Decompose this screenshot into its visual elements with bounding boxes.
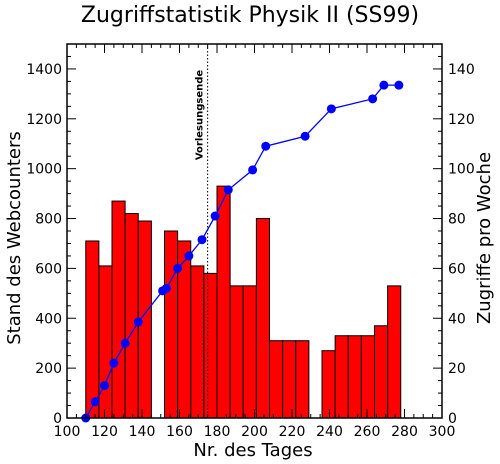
y2-axis-label: Zugriffe pro Woche (474, 152, 495, 324)
x-tick-label: 140 (129, 424, 156, 440)
x-tick-label: 220 (279, 424, 306, 440)
bar (360, 335, 375, 419)
y-tick-label: 600 (35, 261, 62, 277)
bar (98, 265, 113, 419)
data-point (368, 94, 378, 104)
x-tick-label: 120 (91, 424, 118, 440)
x-axis-label: Nr. des Tages (193, 440, 312, 461)
y-axis-right: 0 20 40 60 80 100 120 140 (433, 55, 475, 427)
x-tick-label: 240 (316, 424, 343, 440)
y2-tick-label: 120 (448, 112, 475, 128)
bar (216, 185, 231, 419)
x-tick-label: 200 (241, 424, 268, 440)
y2-tick-label: 40 (448, 311, 466, 327)
y2-tick-label: 140 (448, 62, 475, 78)
bar (111, 200, 126, 419)
y2-tick-label: 80 (448, 212, 466, 228)
data-point (300, 131, 310, 141)
chart-title: Zugriffstatistik Physik II (SS99) (81, 3, 419, 28)
bar (124, 213, 139, 419)
y2-tick-label: 0 (448, 411, 457, 427)
data-point (394, 80, 404, 90)
y-tick-label: 400 (35, 311, 62, 327)
bar (242, 285, 257, 419)
data-point (248, 165, 258, 175)
x-tick-label: 260 (354, 424, 381, 440)
data-point (326, 104, 336, 114)
y-tick-label: 1200 (26, 112, 62, 128)
bar (334, 335, 349, 419)
x-tick-label: 180 (204, 424, 231, 440)
y-tick-label: 200 (35, 361, 62, 377)
bar (255, 218, 270, 419)
bar (269, 340, 284, 419)
x-tick-label: 100 (54, 424, 81, 440)
x-tick-label: 300 (429, 424, 456, 440)
bar (295, 340, 310, 419)
data-point (90, 397, 100, 407)
bar (321, 350, 336, 419)
bar-series (85, 185, 402, 419)
bar (190, 265, 205, 419)
bar (347, 335, 362, 419)
annotation-label: Vorlesungsende (195, 70, 206, 161)
x-tick-label: 160 (166, 424, 193, 440)
y-axis-label: Stand des Webcounters (4, 131, 25, 345)
bar (229, 285, 244, 419)
data-point (100, 381, 109, 391)
line-series (81, 80, 404, 423)
y-tick-label: 1400 (26, 62, 62, 78)
y-axis-left: 0 200 400 600 800 1000 1200 1400 (26, 55, 76, 427)
data-point (210, 211, 220, 221)
data-point (173, 263, 183, 273)
y2-tick-label: 100 (448, 162, 475, 178)
bar (387, 285, 402, 419)
data-point (120, 338, 130, 348)
bar (85, 240, 100, 419)
y-tick-label: 0 (53, 411, 62, 427)
y2-tick-label: 60 (448, 261, 466, 277)
data-point (161, 283, 171, 293)
data-point (223, 185, 233, 195)
data-point (109, 358, 119, 368)
bar (203, 272, 218, 419)
data-point (197, 235, 207, 245)
bar (164, 230, 179, 419)
data-point (379, 80, 389, 90)
y-tick-label: 800 (35, 212, 62, 228)
data-point (133, 317, 143, 327)
y-tick-label: 1000 (26, 162, 62, 178)
y2-tick-label: 20 (448, 361, 466, 377)
data-point (184, 251, 194, 261)
bar (374, 325, 389, 419)
x-tick-label: 280 (391, 424, 418, 440)
bar (282, 340, 297, 419)
x-axis: 100 120 140 160 180 200 220 240 260 280 300 (54, 44, 456, 440)
data-point (261, 141, 271, 151)
